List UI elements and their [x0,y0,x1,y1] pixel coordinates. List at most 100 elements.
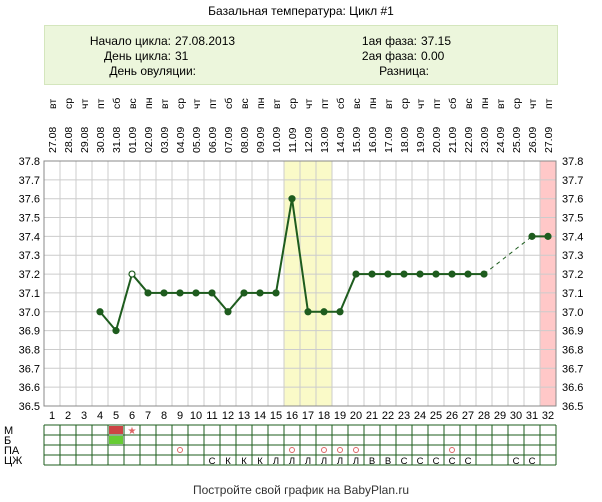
x-tick-day-18: 18 [318,410,330,422]
cell-ЦЖ-day-26: С [449,456,456,467]
series-line-segment [99,311,117,332]
footer-link[interactable]: Постройте свой график на BabyPlan.ru [192,483,410,497]
series-line-segment [275,198,293,294]
x-tick-date-10.09: 10.09 [271,127,283,153]
x-tick-weekday-20: вс [351,98,363,109]
cell-ЦЖ-day-11: С [209,456,216,467]
y-tick-left-37.2: 37.2 [19,269,40,281]
phase2-value: 0.00 [421,49,445,63]
chart-title: Базальная температура: Цикл #1 [208,4,394,18]
cell-ЦЖ-day-19: Л [337,456,343,467]
data-point-day-6 [128,270,136,278]
x-tick-date-26.09: 26.09 [527,127,539,153]
x-tick-date-24.09: 24.09 [495,127,507,153]
x-tick-weekday-28: пн [479,97,491,109]
x-tick-date-01.09: 01.09 [127,127,139,153]
y-tick-right-36.8: 36.8 [562,344,583,356]
x-tick-weekday-19: сб [335,98,347,109]
cell-ЦЖ-day-12: К [225,456,231,467]
y-tick-right-37.7: 37.7 [562,175,583,187]
cycle-start-label: Начало цикла: [89,34,171,48]
y-tick-left-37.5: 37.5 [19,213,40,225]
phase2-label: 2ая фаза: [361,49,417,63]
x-tick-date-14.09: 14.09 [335,127,347,153]
series-line-segment [339,273,357,313]
circle-marker-day-20 [353,447,359,453]
x-tick-day-32: 32 [542,410,554,422]
x-tick-day-10: 10 [190,410,202,422]
x-tick-day-9: 9 [177,410,183,422]
data-point-day-5 [112,327,120,335]
data-point-day-13 [240,289,248,297]
circle-marker-day-19 [337,447,343,453]
x-tick-date-04.09: 04.09 [175,127,187,153]
highlight-yellow-day-17 [300,161,316,406]
y-tick-right-36.5: 36.5 [562,401,583,413]
phase1-label: 1ая фаза: [361,34,417,48]
x-tick-day-25: 25 [430,410,442,422]
cell-ЦЖ-day-15: Л [273,456,279,467]
difference-label: Разница: [379,64,429,78]
circle-marker-day-9 [177,447,183,453]
data-point-day-12 [224,308,232,316]
x-tick-date-08.09: 08.09 [239,127,251,153]
series-line-segment [291,198,309,312]
x-tick-weekday-25: пт [431,98,443,109]
x-tick-day-5: 5 [113,410,119,422]
x-tick-date-30.08: 30.08 [95,127,107,153]
data-point-day-22 [384,270,392,278]
x-tick-weekday-8: вт [159,99,171,109]
row-label-М: М [4,425,13,437]
x-tick-day-7: 7 [145,410,151,422]
x-tick-day-4: 4 [97,410,103,422]
data-point-day-32 [544,232,552,240]
x-tick-day-22: 22 [382,410,394,422]
x-tick-date-20.09: 20.09 [431,127,443,153]
y-tick-left-36.7: 36.7 [19,363,40,375]
cell-ЦЖ-day-30: С [513,456,520,467]
x-tick-weekday-23: ср [399,98,411,109]
y-tick-right-37.6: 37.6 [562,194,583,206]
cell-Б-day-5 [109,436,123,444]
x-tick-weekday-12: сб [223,98,235,109]
data-point-day-28 [480,270,488,278]
x-tick-day-11: 11 [206,410,217,422]
x-tick-date-03.09: 03.09 [159,127,171,153]
x-tick-weekday-27: вс [463,98,475,109]
x-tick-weekday-17: чт [303,99,315,109]
data-point-day-19 [336,308,344,316]
x-tick-day-24: 24 [414,410,426,422]
x-tick-weekday-9: ср [175,98,187,109]
y-tick-left-37.4: 37.4 [19,231,40,243]
y-tick-left-37.1: 37.1 [19,288,40,300]
x-tick-weekday-11: пт [207,98,219,109]
y-tick-right-37.1: 37.1 [562,288,583,300]
x-tick-weekday-2: ср [63,98,75,109]
cell-ЦЖ-day-14: К [257,456,263,467]
x-tick-weekday-29: вт [495,99,507,109]
x-tick-day-23: 23 [398,410,410,422]
data-point-day-15 [272,289,280,297]
cell-ЦЖ-day-21: В [369,456,375,467]
x-tick-weekday-3: чт [79,99,91,109]
data-point-day-11 [208,289,216,297]
cell-ЦЖ-day-22: В [385,456,391,467]
data-point-day-25 [432,270,440,278]
data-point-day-4 [96,308,104,316]
x-tick-date-29.08: 29.08 [79,127,91,153]
phase1-value: 37.15 [421,34,452,48]
x-tick-date-07.09: 07.09 [223,127,235,153]
series-line-segment [115,273,133,331]
x-tick-day-15: 15 [270,410,282,422]
y-tick-left-37.7: 37.7 [19,175,40,187]
cell-ЦЖ-day-13: К [241,456,247,467]
highlight-yellow-day-18 [316,161,332,406]
circle-marker-day-18 [321,447,327,453]
data-point-day-21 [368,270,376,278]
x-tick-date-19.09: 19.09 [415,127,427,153]
circle-marker-day-26 [449,447,455,453]
data-point-day-10 [192,289,200,297]
x-tick-date-25.09: 25.09 [511,127,523,153]
data-point-day-24 [416,270,424,278]
x-tick-date-13.09: 13.09 [319,127,331,153]
